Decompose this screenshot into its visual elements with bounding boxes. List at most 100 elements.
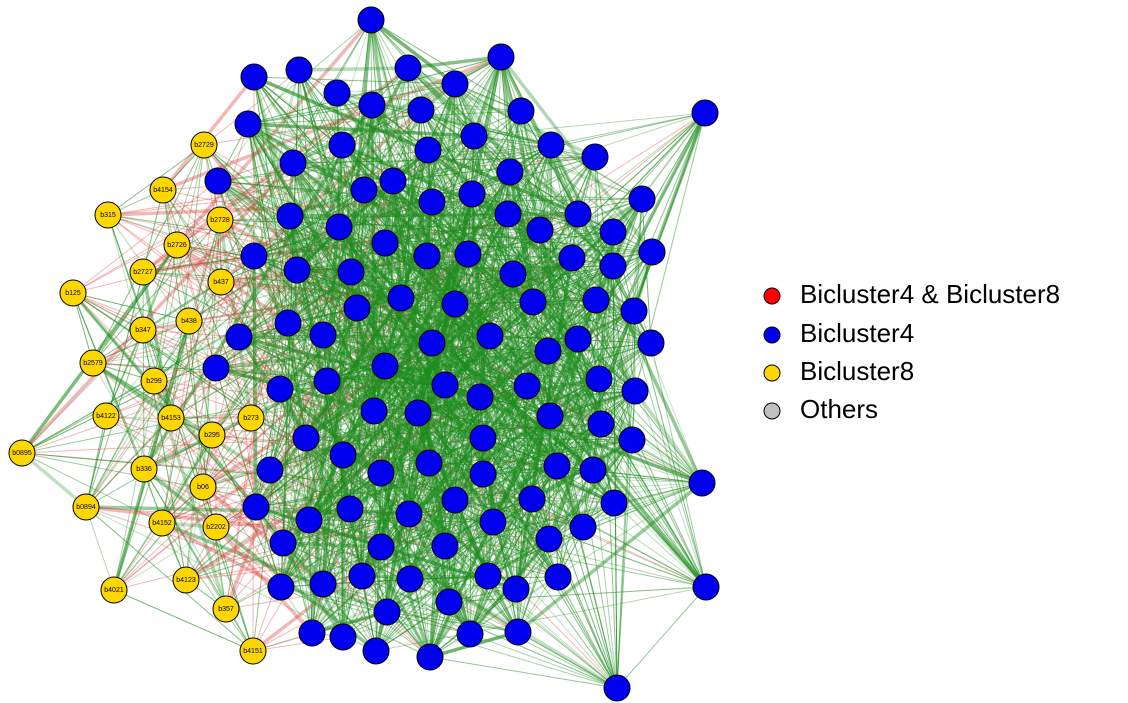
edge bbox=[631, 439, 707, 588]
edge bbox=[202, 417, 252, 488]
edge bbox=[482, 437, 633, 441]
node bbox=[323, 79, 351, 107]
node bbox=[431, 532, 459, 560]
legend-marker bbox=[763, 402, 781, 420]
edge bbox=[305, 396, 481, 439]
edge bbox=[582, 390, 636, 528]
edge bbox=[531, 144, 552, 500]
edge bbox=[426, 213, 509, 257]
node bbox=[441, 290, 469, 318]
node bbox=[387, 284, 415, 312]
node bbox=[638, 238, 666, 266]
node bbox=[460, 122, 488, 150]
nodes: b2729 b4154 b315 b2728 b2726 b2727 b437 b125 b34… bbox=[8, 6, 720, 702]
node bbox=[456, 620, 484, 648]
edge bbox=[342, 454, 703, 484]
edge bbox=[616, 586, 707, 689]
edge bbox=[113, 486, 204, 591]
edge bbox=[517, 631, 618, 689]
edge bbox=[373, 410, 446, 547]
node bbox=[204, 167, 232, 195]
edge bbox=[215, 322, 289, 369]
edge bbox=[384, 110, 522, 244]
edge bbox=[269, 469, 282, 588]
edge bbox=[326, 380, 410, 515]
edge bbox=[185, 434, 213, 581]
edge bbox=[215, 367, 282, 588]
edge bbox=[341, 144, 410, 515]
edge bbox=[282, 542, 431, 658]
edge bbox=[375, 575, 489, 652]
node bbox=[130, 455, 158, 483]
edge bbox=[105, 281, 222, 417]
node bbox=[190, 131, 218, 159]
edge bbox=[280, 513, 410, 588]
edge bbox=[571, 257, 600, 380]
edge bbox=[443, 545, 472, 635]
edge bbox=[426, 135, 475, 257]
edge bbox=[469, 498, 533, 635]
edge bbox=[384, 256, 573, 368]
edge bbox=[482, 423, 602, 475]
edge bbox=[280, 586, 618, 689]
node bbox=[603, 674, 631, 702]
edge bbox=[444, 545, 618, 689]
edge bbox=[417, 377, 600, 415]
edge bbox=[375, 586, 707, 652]
edge bbox=[217, 109, 422, 182]
node bbox=[499, 260, 527, 288]
edge bbox=[427, 149, 596, 158]
edge bbox=[509, 171, 614, 233]
edge bbox=[215, 69, 300, 369]
edge bbox=[238, 334, 324, 338]
edge bbox=[342, 454, 707, 588]
edge bbox=[238, 334, 491, 339]
node bbox=[519, 288, 547, 316]
edge bbox=[247, 110, 522, 125]
edge bbox=[255, 506, 282, 588]
node bbox=[534, 337, 562, 365]
edge bbox=[489, 335, 602, 425]
node bbox=[212, 595, 240, 623]
edge bbox=[255, 482, 703, 508]
edge bbox=[375, 546, 382, 652]
edge bbox=[392, 144, 552, 182]
edge bbox=[253, 76, 307, 439]
node bbox=[298, 619, 326, 647]
node bbox=[371, 229, 399, 257]
edge bbox=[143, 468, 254, 652]
edge bbox=[185, 513, 410, 581]
edge bbox=[202, 336, 240, 488]
edge bbox=[526, 265, 614, 387]
node bbox=[237, 404, 265, 432]
node bbox=[587, 410, 615, 438]
edge bbox=[408, 396, 481, 515]
node-label: b0894 bbox=[76, 504, 96, 511]
node bbox=[202, 513, 230, 541]
edge bbox=[386, 611, 519, 633]
edge bbox=[489, 213, 579, 337]
edge bbox=[253, 255, 550, 540]
node-label: b4151 bbox=[243, 648, 263, 655]
edge bbox=[491, 377, 601, 524]
node-label: b2202 bbox=[206, 524, 226, 531]
edge bbox=[113, 417, 172, 591]
node bbox=[582, 286, 610, 314]
edge bbox=[162, 189, 252, 419]
edge bbox=[467, 253, 573, 259]
edge bbox=[430, 200, 550, 353]
edge bbox=[444, 384, 551, 417]
edge bbox=[431, 229, 541, 344]
edge bbox=[386, 498, 533, 613]
edge bbox=[85, 367, 217, 508]
edge bbox=[201, 485, 325, 586]
edge bbox=[549, 415, 559, 578]
edge bbox=[298, 66, 409, 72]
edge bbox=[322, 334, 484, 439]
edge bbox=[217, 180, 313, 634]
node bbox=[395, 500, 423, 528]
edge bbox=[113, 589, 254, 652]
edge bbox=[107, 214, 217, 369]
edge bbox=[298, 69, 307, 439]
edge bbox=[92, 362, 213, 436]
